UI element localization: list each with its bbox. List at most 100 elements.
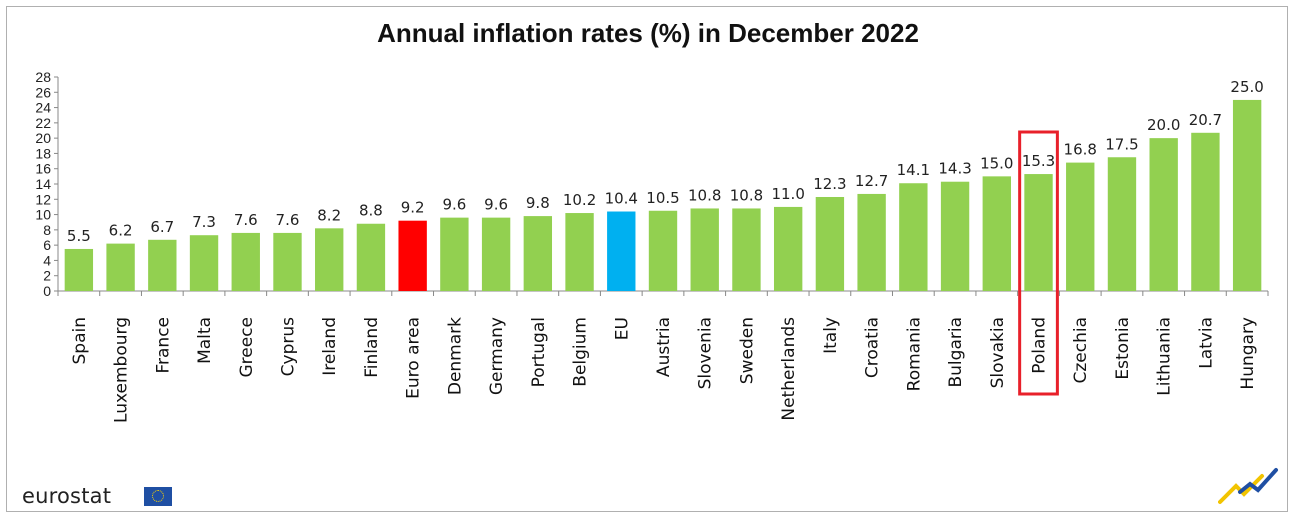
- data-label: 7.6: [276, 211, 300, 229]
- bar-malta: [189, 235, 219, 291]
- eurostat-logo: eurostat: [22, 484, 112, 508]
- y-tick-label: 28: [35, 69, 51, 85]
- bar-hungary: [1232, 99, 1262, 291]
- bar-czechia: [1066, 162, 1095, 291]
- bar-italy: [815, 196, 845, 291]
- data-label: 11.0: [771, 185, 804, 203]
- highlight-box-poland: [1018, 130, 1059, 396]
- y-tick-label: 26: [35, 84, 51, 100]
- category-label: Slovakia: [988, 317, 1008, 388]
- y-tick-label: 4: [43, 252, 51, 268]
- eurostat-chart-mark-icon: [1218, 468, 1278, 504]
- category-label: Estonia: [1113, 317, 1133, 380]
- category-label: Italy: [821, 317, 841, 354]
- bar-bulgaria: [940, 181, 970, 291]
- y-tick-label: 22: [35, 115, 51, 131]
- bar-lithuania: [1149, 138, 1178, 291]
- category-label: Czechia: [1071, 317, 1091, 384]
- bar-poland: [1024, 174, 1053, 291]
- data-label: 10.5: [646, 189, 679, 207]
- category-label: Portugal: [529, 317, 549, 387]
- bar-croatia: [857, 193, 886, 291]
- category-label: Finland: [362, 317, 382, 378]
- bar-romania: [899, 183, 928, 291]
- category-label: Austria: [654, 317, 674, 377]
- bar-germany: [481, 217, 511, 291]
- y-tick-label: 6: [43, 237, 51, 253]
- bar-portugal: [523, 216, 553, 291]
- data-label: 8.8: [359, 202, 383, 220]
- data-label: 8.2: [317, 206, 341, 224]
- bar-netherlands: [773, 206, 803, 291]
- data-label: 9.8: [526, 194, 550, 212]
- y-tick-label: 10: [35, 207, 51, 223]
- chart-title: Annual inflation rates (%) in December 2…: [377, 18, 919, 48]
- category-label: Romania: [904, 317, 924, 391]
- data-label: 6.2: [109, 222, 133, 240]
- category-label: Hungary: [1238, 317, 1258, 390]
- bar-slovakia: [982, 176, 1011, 291]
- data-label: 15.0: [980, 154, 1013, 172]
- data-label: 12.7: [855, 172, 888, 190]
- category-label: EU: [612, 317, 632, 340]
- data-label: 20.7: [1189, 111, 1222, 129]
- bar-austria: [648, 210, 678, 291]
- data-label: 5.5: [67, 227, 91, 245]
- category-label: Ireland: [320, 317, 340, 376]
- data-label: 6.7: [150, 218, 174, 236]
- category-label: Bulgaria: [946, 317, 966, 388]
- data-label: 7.3: [192, 213, 216, 231]
- y-tick-label: 8: [43, 222, 51, 238]
- bar-belgium: [565, 213, 594, 291]
- category-label: Euro area: [404, 317, 424, 399]
- bar-spain: [64, 248, 94, 291]
- category-label: Croatia: [863, 317, 883, 378]
- bar-greece: [231, 232, 260, 291]
- category-label: Luxembourg: [112, 317, 132, 423]
- y-tick-label: 12: [35, 191, 51, 207]
- data-label: 16.8: [1064, 141, 1097, 159]
- category-label: Greece: [237, 317, 257, 378]
- data-label: 10.8: [688, 186, 721, 204]
- bar-ireland: [315, 228, 344, 291]
- data-label: 10.2: [563, 191, 596, 209]
- bar-france: [148, 239, 177, 291]
- bar-estonia: [1107, 157, 1137, 291]
- bar-euro-area: [398, 220, 427, 291]
- data-label: 17.5: [1105, 135, 1138, 153]
- bar-finland: [356, 223, 386, 291]
- category-label: Cyprus: [278, 317, 298, 376]
- data-label: 9.2: [401, 199, 425, 217]
- y-tick-label: 2: [43, 268, 51, 284]
- highlight: [1018, 130, 1059, 396]
- y-tick-label: 16: [35, 161, 51, 177]
- y-tick-label: 24: [35, 100, 51, 116]
- category-label: Belgium: [571, 317, 591, 387]
- y-tick-label: 20: [35, 130, 51, 146]
- bar-latvia: [1191, 132, 1220, 291]
- data-label: 25.0: [1230, 78, 1263, 96]
- category-label: Slovenia: [696, 317, 716, 389]
- bar-eu: [607, 211, 636, 291]
- data-label: 7.6: [234, 211, 258, 229]
- data-labels: 5.5 6.2 6.7 7.3 7.6 7.6 8.2 8.8 9.2 9.6 9.6 9.8 10.2…: [67, 78, 1264, 245]
- data-label: 9.6: [442, 196, 466, 214]
- y-tick-label: 18: [35, 145, 51, 161]
- data-label: 12.3: [813, 175, 846, 193]
- category-label: Latvia: [1196, 317, 1216, 369]
- category-label: Spain: [70, 317, 90, 365]
- bar-denmark: [440, 217, 469, 291]
- data-label: 14.1: [897, 161, 930, 179]
- data-label: 20.0: [1147, 116, 1180, 134]
- category-label: Denmark: [445, 317, 465, 395]
- data-label: 9.6: [484, 196, 508, 214]
- data-label: 10.8: [730, 186, 763, 204]
- category-label: Malta: [195, 317, 215, 364]
- bars: [64, 99, 1262, 291]
- category-label: Poland: [1030, 317, 1050, 374]
- data-label: 15.3: [1022, 152, 1055, 170]
- category-label: Sweden: [737, 317, 757, 384]
- bar-luxembourg: [106, 243, 135, 291]
- bar-sweden: [732, 208, 761, 291]
